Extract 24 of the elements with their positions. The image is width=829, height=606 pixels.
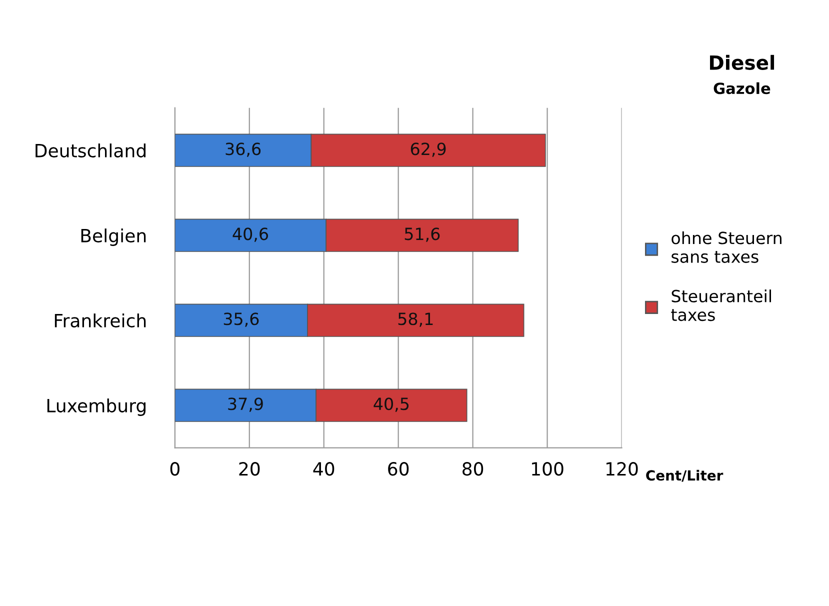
x-tick-label: 20	[239, 462, 260, 476]
x-tick-label: 100	[532, 462, 564, 476]
y-tick-label: Frankreich	[54, 313, 146, 328]
y-tick-label: Deutschland	[36, 144, 146, 158]
data-label: 58,1	[398, 312, 433, 327]
legend-label: Steueranteil taxes	[671, 290, 771, 322]
x-axis-title: Cent/Liter	[646, 470, 724, 482]
data-label: 40,5	[374, 398, 409, 412]
text: Diesel	[710, 54, 774, 70]
data-label: 62,9	[410, 142, 446, 157]
x-tick-label: 60	[388, 462, 409, 476]
data-label: 36,6	[226, 142, 261, 157]
data-label: 37,9	[228, 398, 263, 412]
data-label: 35,6	[224, 312, 259, 327]
x-tick-label: 120	[606, 462, 638, 476]
legend-label: ohne Steuern sans taxes	[672, 231, 782, 263]
data-label: 40,6	[232, 228, 268, 242]
x-tick-label: 80	[462, 462, 484, 476]
text: Gazole	[714, 82, 770, 94]
y-tick-label: Luxemburg	[47, 398, 146, 416]
y-tick-label: Belgien	[81, 228, 146, 246]
x-tick-label: 0	[170, 462, 180, 476]
data-label: 51,6	[404, 228, 440, 242]
x-tick-label: 40	[313, 462, 334, 476]
